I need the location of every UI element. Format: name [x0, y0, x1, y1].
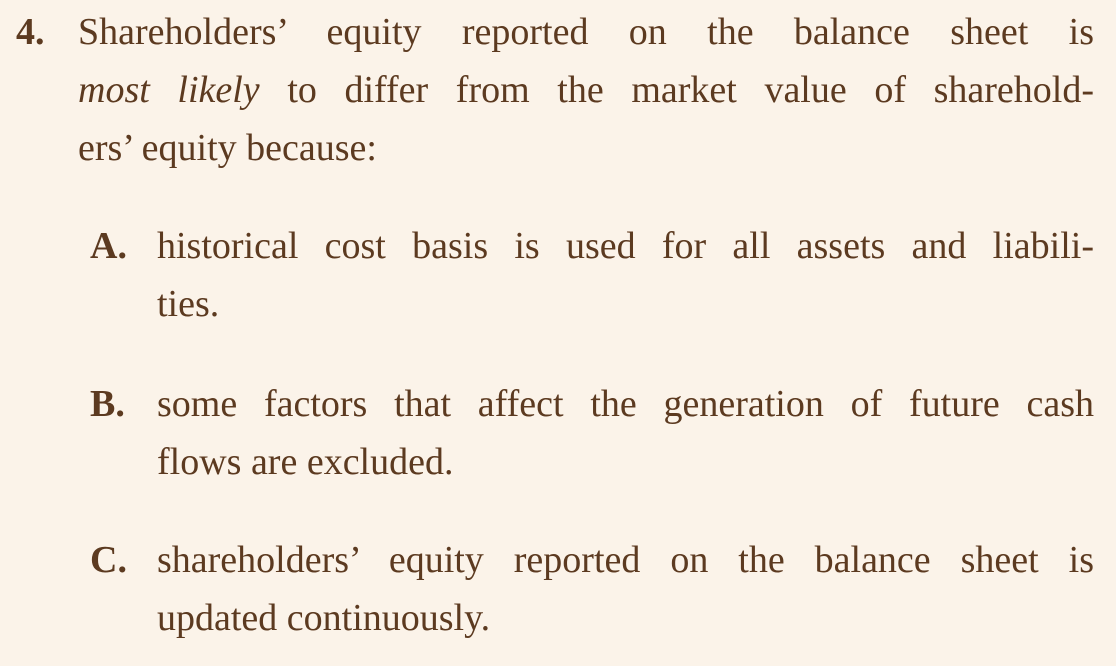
option-b-line-2: flows are excluded. — [157, 441, 454, 483]
question-line-2-rest: to differ from the market value of share… — [287, 69, 1095, 111]
question-number: 4. — [16, 11, 45, 53]
emphasis-most-likely: most likely — [78, 69, 260, 111]
option-b-letter: B. — [90, 383, 125, 425]
option-a-line-2: ties. — [157, 283, 220, 325]
question-line-2: most likely to differ from the market va… — [78, 68, 1094, 112]
option-c-line-1: shareholders’ equity reported on the bal… — [157, 539, 1094, 581]
question-line-3: ers’ equity because: — [78, 127, 377, 169]
option-b-line-1: some factors that affect the generation … — [157, 383, 1094, 425]
option-c-letter: C. — [90, 539, 127, 581]
option-c-line-2: updated continuously. — [157, 597, 491, 639]
option-a-letter: A. — [90, 225, 127, 267]
question-line-1: Shareholders’ equity reported on the bal… — [78, 11, 1094, 53]
option-a-line-1: historical cost basis is used for all as… — [157, 225, 1094, 267]
